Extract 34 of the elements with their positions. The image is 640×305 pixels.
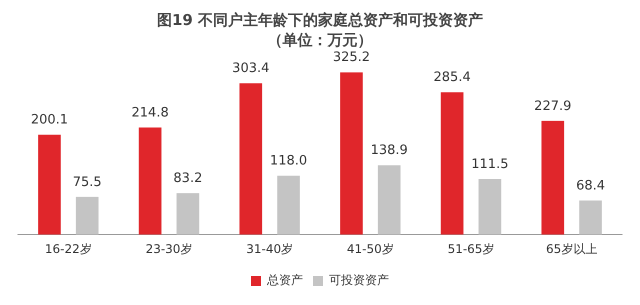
bar	[440, 92, 464, 235]
legend-label: 总资产	[266, 273, 303, 288]
bar	[76, 196, 99, 235]
x-tick-label: 41-50岁	[346, 242, 394, 256]
data-label: 68.4	[576, 178, 606, 194]
bar	[239, 83, 262, 235]
chart-title: 图19 不同户主年龄下的家庭总资产和可投资资产	[156, 10, 484, 29]
bar	[138, 127, 162, 235]
data-label: 285.4	[434, 70, 471, 86]
bar	[478, 178, 502, 235]
data-label: 83.2	[173, 170, 202, 186]
data-label: 111.5	[471, 156, 508, 172]
bar	[579, 200, 602, 235]
bar	[378, 165, 401, 235]
x-tick-label: 51-65岁	[448, 242, 494, 256]
bar	[541, 120, 564, 235]
data-label: 227.9	[534, 98, 572, 114]
data-label: 118.0	[270, 154, 308, 169]
x-tick-label: 23-30岁	[146, 242, 192, 256]
bar	[340, 72, 363, 235]
x-tick-label: 16-22岁	[44, 242, 92, 256]
data-label: 303.4	[232, 61, 270, 76]
legend-label: 可投资资产	[329, 273, 389, 288]
data-label: 214.8	[132, 105, 169, 120]
bar	[277, 176, 300, 235]
data-label: 75.5	[72, 174, 102, 190]
chart-subtitle: （单位：万元）	[268, 30, 372, 49]
x-tick-label: 31-40岁	[246, 242, 294, 256]
data-label: 325.2	[332, 50, 370, 66]
data-label: 200.1	[30, 112, 68, 128]
x-tick-label: 65岁以上	[546, 242, 598, 256]
bar	[38, 134, 61, 235]
bar	[176, 193, 200, 235]
data-label: 138.9	[370, 143, 408, 158]
